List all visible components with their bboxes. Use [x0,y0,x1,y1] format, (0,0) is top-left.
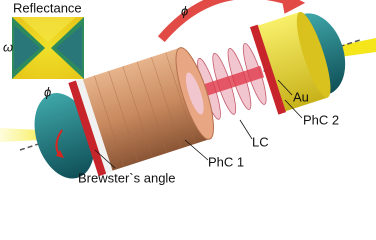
phc1-label: PhC 1 [208,154,244,169]
rotation-label: ϕ [181,3,188,18]
au-label: Au [293,89,309,104]
inset-x-label: ϕ [44,84,51,99]
phc2-label: PhC 2 [303,112,339,127]
reflectance-inset [12,17,84,79]
lc-label: LC [252,134,269,149]
inset-y-label: ω [3,39,13,54]
diagram: Reflectance ω ϕ ϕ Au PhC 2 LC PhC 1 Brew… [0,0,376,185]
brewster-label: Brewster`s angle [78,170,176,185]
device [34,0,346,179]
inset-title: Reflectance [13,0,82,15]
